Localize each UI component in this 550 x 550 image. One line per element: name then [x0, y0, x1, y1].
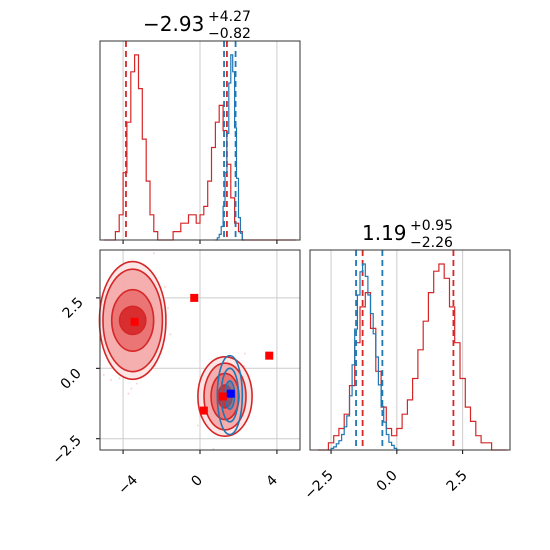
histogram-panel-param-1 [99, 40, 301, 244]
histogram-steps [317, 263, 508, 451]
scatter-contour-panel [96, 249, 301, 454]
y-tick-labels-bottom-left: 2.5 0.0 −2.5 [49, 295, 86, 468]
sample-marker [226, 389, 235, 398]
sample-marker [265, 351, 274, 360]
sample-point [102, 373, 105, 376]
sample-marker [190, 293, 199, 302]
sample-point [196, 424, 199, 427]
sample-point [118, 377, 121, 380]
sample-point [109, 379, 112, 382]
title-param-1-upper: +4.27 [208, 9, 251, 25]
x-tick-label: 0.0 [374, 468, 401, 495]
y-tick-label: 2.5 [60, 295, 87, 322]
title-param-1-value: −2.93 [143, 12, 204, 36]
sample-point [130, 387, 133, 390]
title-param-2-upper: +0.95 [410, 218, 453, 234]
x-tick-label: −4 [115, 472, 141, 498]
title-param-1-lower: −0.82 [208, 26, 251, 42]
y-tick-label: 0.0 [58, 366, 85, 393]
panel-frame [99, 249, 301, 451]
histogram-steps [215, 54, 245, 241]
x-tick-label: 2.5 [444, 468, 471, 495]
sample-marker [130, 317, 139, 326]
x-tick-label: −2.5 [301, 467, 336, 502]
sample-point [152, 252, 155, 255]
x-tick-labels-bottom-left: −4 0 4 [115, 472, 281, 498]
panel-frame [309, 249, 511, 451]
sample-point [135, 382, 138, 385]
histogram-panel-param-2 [309, 249, 511, 454]
x-tick-labels-bottom-right: −2.5 0.0 2.5 [301, 467, 470, 502]
y-tick-label: −2.5 [49, 432, 84, 467]
sample-marker [199, 406, 208, 415]
title-param-2-lower: −2.26 [410, 235, 453, 251]
x-tick-label: 0 [188, 472, 206, 490]
sample-point [243, 352, 246, 355]
blue-contour [216, 354, 244, 436]
x-tick-label: 4 [263, 472, 281, 490]
title-param-2: 1.19 +0.95 −2.26 [362, 218, 453, 251]
sample-point [163, 285, 166, 288]
title-param-1: −2.93 +4.27 −0.82 [143, 9, 251, 42]
title-param-2-value: 1.19 [362, 221, 407, 245]
sample-point [169, 333, 172, 336]
sample-point [127, 392, 130, 395]
sample-marker [219, 392, 228, 401]
sample-point [167, 306, 170, 309]
panel-frame [99, 40, 301, 241]
histogram-steps [328, 263, 400, 451]
